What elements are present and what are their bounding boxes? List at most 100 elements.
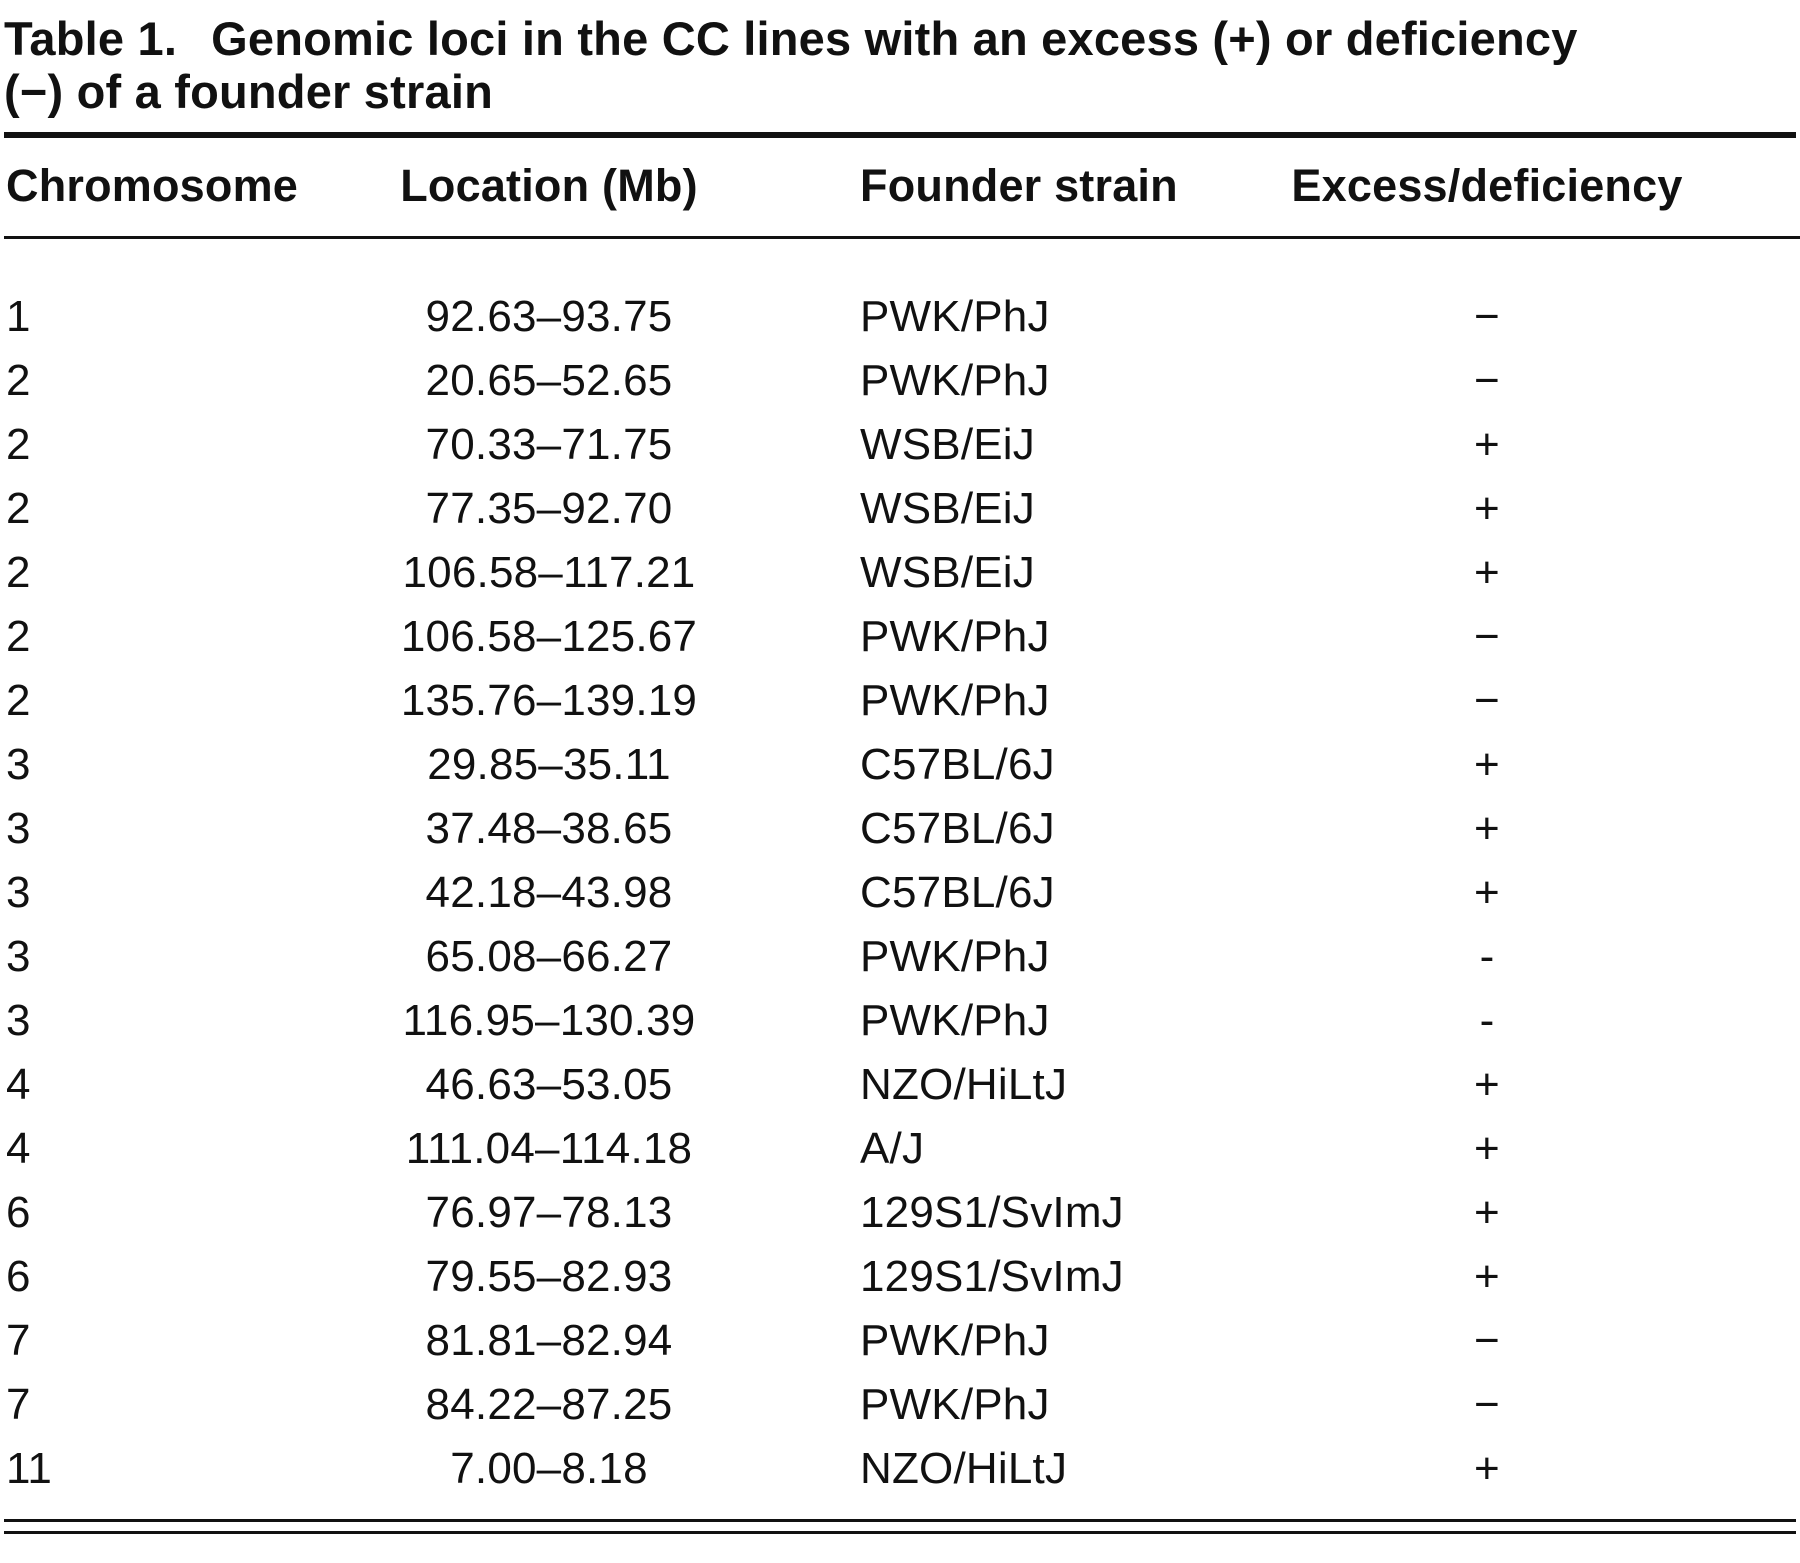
chromosome-cell: 1: [6, 292, 31, 341]
table-row: 6 76.97–78.13 129S1/SvImJ +: [4, 1181, 1800, 1245]
excess-deficiency-cell: +: [1474, 1252, 1500, 1301]
chromosome-cell: 3: [6, 932, 31, 981]
excess-deficiency-cell: -: [1479, 996, 1495, 1045]
location-cell: 135.76–139.19: [400, 676, 698, 725]
location-cell: 37.48–38.65: [425, 804, 673, 853]
column-header-excess-deficiency: Excess/deficiency: [1291, 160, 1683, 211]
column-header-chromosome: Chromosome: [6, 160, 299, 211]
excess-deficiency-cell: +: [1474, 1124, 1500, 1173]
table-row: 7 84.22–87.25 PWK/PhJ −: [4, 1373, 1800, 1437]
excess-deficiency-cell: +: [1474, 740, 1500, 789]
founder-strain-cell: C57BL/6J: [860, 868, 1055, 917]
chromosome-cell: 2: [6, 548, 31, 597]
bottom-rule-bottom: [4, 1531, 1796, 1534]
location-cell: 42.18–43.98: [425, 868, 673, 917]
table-row: 3 29.85–35.11 C57BL/6J +: [4, 733, 1800, 797]
founder-strain-cell: PWK/PhJ: [860, 612, 1050, 661]
column-header-founder-strain: Founder strain: [860, 160, 1178, 211]
chromosome-cell: 7: [6, 1380, 31, 1429]
excess-deficiency-cell: −: [1474, 1316, 1500, 1365]
excess-deficiency-cell: −: [1474, 612, 1500, 661]
chromosome-cell: 2: [6, 676, 31, 725]
excess-deficiency-cell: -: [1479, 932, 1495, 981]
table-body: 1 92.63–93.75 PWK/PhJ − 2 20.65–52.65 PWK/PhJ −…: [4, 239, 1800, 1501]
chromosome-cell: 6: [6, 1188, 31, 1237]
location-cell: 106.58–125.67: [400, 612, 698, 661]
title-separator-rule: [4, 132, 1796, 138]
location-cell: 76.97–78.13: [425, 1188, 673, 1237]
chromosome-cell: 4: [6, 1124, 31, 1173]
table-row: 2 135.76–139.19 PWK/PhJ −: [4, 669, 1800, 733]
location-cell: 77.35–92.70: [425, 484, 673, 533]
excess-deficiency-cell: −: [1474, 676, 1500, 725]
chromosome-cell: 3: [6, 996, 31, 1045]
founder-strain-cell: WSB/EiJ: [860, 484, 1035, 533]
table-row: 2 106.58–117.21 WSB/EiJ +: [4, 541, 1800, 605]
chromosome-cell: 4: [6, 1060, 31, 1109]
founder-strain-cell: WSB/EiJ: [860, 548, 1035, 597]
table-row: 7 81.81–82.94 PWK/PhJ −: [4, 1309, 1800, 1373]
founder-strain-cell: WSB/EiJ: [860, 420, 1035, 469]
excess-deficiency-cell: +: [1474, 1444, 1500, 1493]
founder-strain-cell: 129S1/SvImJ: [860, 1188, 1124, 1237]
excess-deficiency-cell: −: [1474, 356, 1500, 405]
excess-deficiency-cell: +: [1474, 1060, 1500, 1109]
table-footer-rules: [4, 1519, 1796, 1534]
chromosome-cell: 3: [6, 804, 31, 853]
excess-deficiency-cell: −: [1474, 1380, 1500, 1429]
location-cell: 70.33–71.75: [425, 420, 673, 469]
table-row: 1 92.63–93.75 PWK/PhJ −: [4, 239, 1800, 349]
chromosome-cell: 3: [6, 868, 31, 917]
founder-strain-cell: NZO/HiLtJ: [860, 1060, 1068, 1109]
excess-deficiency-cell: +: [1474, 548, 1500, 597]
founder-strain-cell: A/J: [860, 1124, 925, 1173]
location-cell: 46.63–53.05: [425, 1060, 673, 1109]
table-row: 4 111.04–114.18 A/J +: [4, 1117, 1800, 1181]
location-cell: 20.65–52.65: [425, 356, 673, 405]
excess-deficiency-cell: +: [1474, 804, 1500, 853]
chromosome-cell: 2: [6, 356, 31, 405]
table-row: 2 20.65–52.65 PWK/PhJ −: [4, 349, 1800, 413]
chromosome-cell: 2: [6, 484, 31, 533]
chromosome-cell: 11: [6, 1444, 53, 1493]
excess-deficiency-cell: −: [1474, 292, 1500, 341]
table-title-label: Table 1.: [4, 12, 178, 65]
chromosome-cell: 2: [6, 420, 31, 469]
founder-strain-cell: PWK/PhJ: [860, 996, 1050, 1045]
table-row: 6 79.55–82.93 129S1/SvImJ +: [4, 1245, 1800, 1309]
founder-strain-cell: PWK/PhJ: [860, 356, 1050, 405]
column-header-location: Location (Mb): [400, 160, 698, 211]
header-separator-row: [4, 236, 1800, 239]
chromosome-cell: 3: [6, 740, 31, 789]
location-cell: 111.04–114.18: [405, 1124, 693, 1173]
location-cell: 29.85–35.11: [427, 740, 671, 789]
founder-strain-cell: PWK/PhJ: [860, 292, 1050, 341]
table-row: 2 70.33–71.75 WSB/EiJ +: [4, 413, 1800, 477]
founder-strain-cell: 129S1/SvImJ: [860, 1252, 1124, 1301]
table-row: 3 37.48–38.65 C57BL/6J +: [4, 797, 1800, 861]
table-row: 3 42.18–43.98 C57BL/6J +: [4, 861, 1800, 925]
location-cell: 84.22–87.25: [425, 1380, 673, 1429]
table-row: 11 7.00–8.18 NZO/HiLtJ +: [4, 1437, 1800, 1501]
founder-strain-cell: NZO/HiLtJ: [860, 1444, 1068, 1493]
location-cell: 92.63–93.75: [425, 292, 673, 341]
excess-deficiency-cell: +: [1474, 1188, 1500, 1237]
location-cell: 81.81–82.94: [425, 1316, 673, 1365]
founder-strain-cell: PWK/PhJ: [860, 1380, 1050, 1429]
founder-strain-cell: C57BL/6J: [860, 804, 1055, 853]
table-body-block: Chromosome Location (Mb) Founder strain …: [4, 138, 1800, 1501]
chromosome-cell: 7: [6, 1316, 31, 1365]
founder-strain-cell: C57BL/6J: [860, 740, 1055, 789]
table-row: 3 65.08–66.27 PWK/PhJ -: [4, 925, 1800, 989]
genomic-loci-table: Chromosome Location (Mb) Founder strain …: [4, 138, 1800, 1501]
table-header-row: Chromosome Location (Mb) Founder strain …: [4, 138, 1800, 236]
founder-strain-cell: PWK/PhJ: [860, 676, 1050, 725]
table-title-text: Genomic loci in the CC lines with an exc…: [4, 12, 1578, 118]
location-cell: 116.95–130.39: [402, 996, 696, 1045]
excess-deficiency-cell: +: [1474, 868, 1500, 917]
table-row: 2 77.35–92.70 WSB/EiJ +: [4, 477, 1800, 541]
excess-deficiency-cell: +: [1474, 420, 1500, 469]
chromosome-cell: 6: [6, 1252, 31, 1301]
header-separator-rule: [4, 236, 1800, 239]
